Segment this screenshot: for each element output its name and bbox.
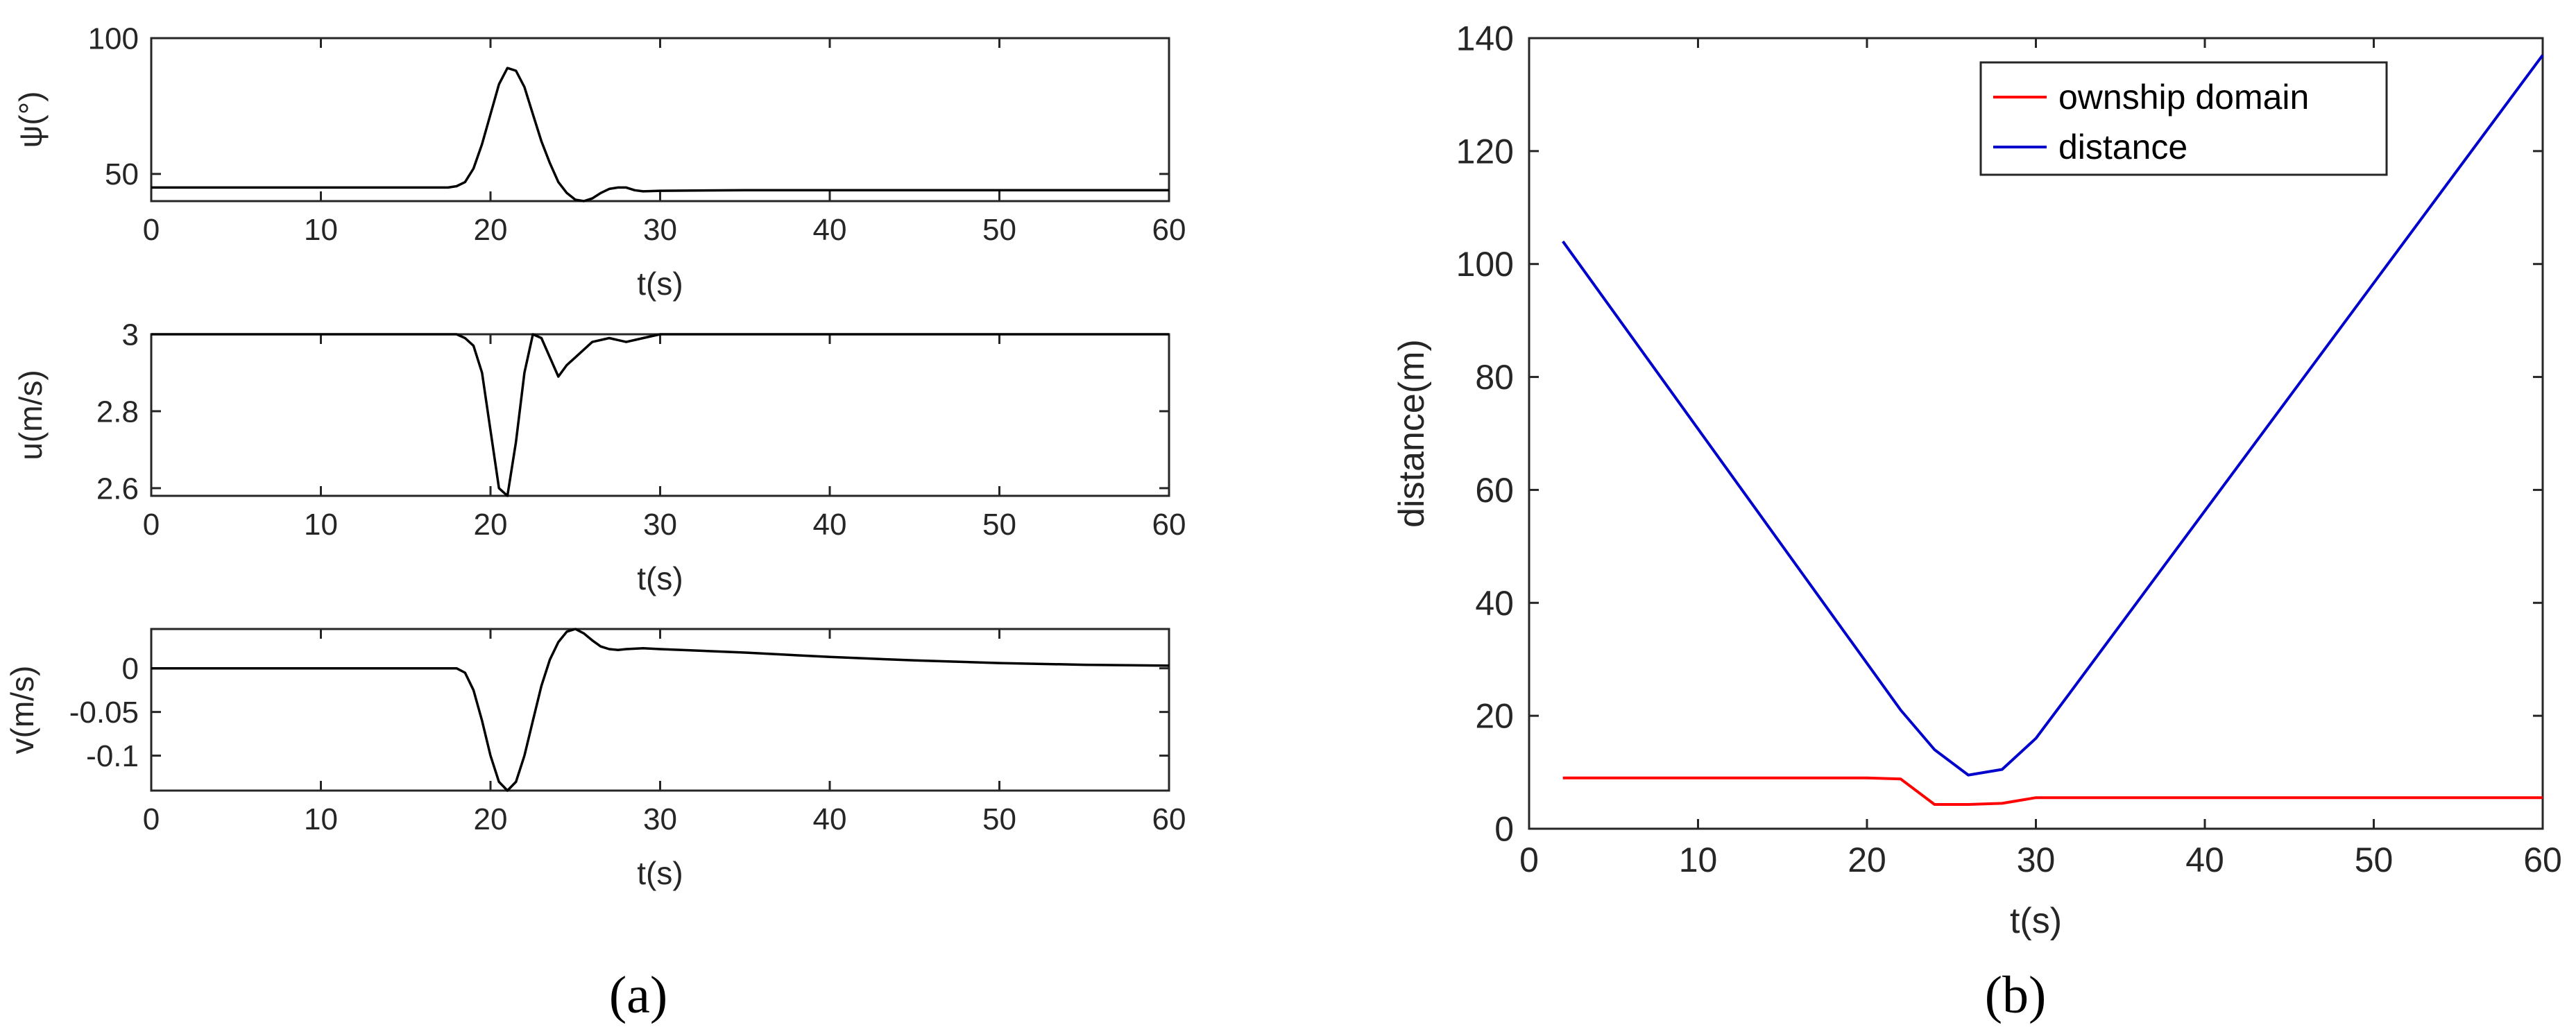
series-line-ownship-domain xyxy=(1562,776,2543,806)
series-line xyxy=(151,628,1170,792)
x-tick-label: 50 xyxy=(982,508,1016,542)
legend-box xyxy=(1979,61,2388,176)
y-tick-label: 60 xyxy=(1475,471,1514,510)
y-tick-label: -0.05 xyxy=(69,696,139,730)
x-tick-label: 0 xyxy=(143,508,160,542)
y-tick-label: 20 xyxy=(1475,697,1514,736)
series-line xyxy=(151,333,1169,497)
x-tick-label: 20 xyxy=(474,508,508,542)
chart-u: 0 10 20 30 40 50 60 2.6 2.8 3 t(s) u(m/s) xyxy=(12,318,1186,596)
plot-frame xyxy=(150,37,1170,203)
x-tick-label: 0 xyxy=(1519,841,1539,879)
y-tick-label: -0.1 xyxy=(86,739,139,773)
x-tick-label: 60 xyxy=(1152,802,1186,836)
x-tick-label: 10 xyxy=(304,213,338,247)
x-tick-label: 50 xyxy=(2355,841,2394,879)
plot-frame xyxy=(150,628,1170,792)
y-axis-label: distance(m) xyxy=(1392,339,1432,528)
y-tick-label: 100 xyxy=(88,21,139,55)
x-tick-label: 50 xyxy=(982,213,1016,247)
chart-v: 0 10 20 30 40 50 60 0 -0.05 -0.1 t(s) v(m/s) xyxy=(4,628,1186,891)
y-tick-label: 100 xyxy=(1456,245,1514,284)
x-tick-label: 40 xyxy=(813,802,847,836)
legend-entry: ownship domain xyxy=(2058,78,2309,117)
x-axis-label: t(s) xyxy=(637,266,683,302)
x-tick-label: 30 xyxy=(643,508,677,542)
y-tick-label: 40 xyxy=(1475,584,1514,623)
x-axis-label: t(s) xyxy=(637,560,683,596)
y-tick-label: 50 xyxy=(105,157,139,191)
y-axis-label: u(m/s) xyxy=(12,370,49,460)
chart-distance: 0 10 20 30 40 50 60 0 20 40 60 80 100 120 140 t(s) dista… xyxy=(1392,19,2562,942)
plot-frame xyxy=(150,333,1170,497)
series-line-distance xyxy=(1562,54,2544,777)
panel-label-b: (b) xyxy=(1985,966,2047,1024)
x-tick-label: 40 xyxy=(2185,841,2224,879)
x-tick-label: 30 xyxy=(643,213,677,247)
legend-entry: distance xyxy=(2058,128,2187,166)
y-tick-label: 2.6 xyxy=(96,472,139,506)
x-tick-label: 20 xyxy=(474,802,508,836)
y-tick-label: 80 xyxy=(1475,358,1514,397)
y-axis-label: v(m/s) xyxy=(4,666,40,755)
x-tick-label: 0 xyxy=(143,213,160,247)
x-axis-label: t(s) xyxy=(2010,901,2062,941)
y-tick-label: 0 xyxy=(1494,810,1514,849)
x-tick-label: 60 xyxy=(1152,213,1186,247)
y-tick-label: 120 xyxy=(1456,132,1514,171)
x-tick-label: 20 xyxy=(474,213,508,247)
x-tick-label: 40 xyxy=(813,213,847,247)
panel-label-a: (a) xyxy=(609,966,667,1024)
x-tick-label: 10 xyxy=(304,802,338,836)
y-tick-label: 3 xyxy=(122,318,139,352)
x-tick-label: 50 xyxy=(982,802,1016,836)
y-tick-label: 140 xyxy=(1456,19,1514,58)
y-axis-label: ψ(°) xyxy=(12,92,49,148)
x-tick-label: 30 xyxy=(643,802,677,836)
y-tick-label: 0 xyxy=(122,652,139,686)
chart-psi: 0 10 20 30 40 50 60 50 100 t(s) ψ(°) xyxy=(12,21,1186,302)
x-axis-label: t(s) xyxy=(637,855,683,891)
x-tick-label: 60 xyxy=(2523,841,2562,879)
x-tick-label: 10 xyxy=(1679,841,1718,879)
y-tick-label: 2.8 xyxy=(96,395,139,429)
series-line xyxy=(151,67,1169,203)
x-tick-label: 30 xyxy=(2017,841,2056,879)
x-tick-label: 40 xyxy=(813,508,847,542)
x-tick-label: 0 xyxy=(143,802,160,836)
x-tick-label: 20 xyxy=(1848,841,1886,879)
x-tick-label: 10 xyxy=(304,508,338,542)
x-tick-label: 60 xyxy=(1152,508,1186,542)
